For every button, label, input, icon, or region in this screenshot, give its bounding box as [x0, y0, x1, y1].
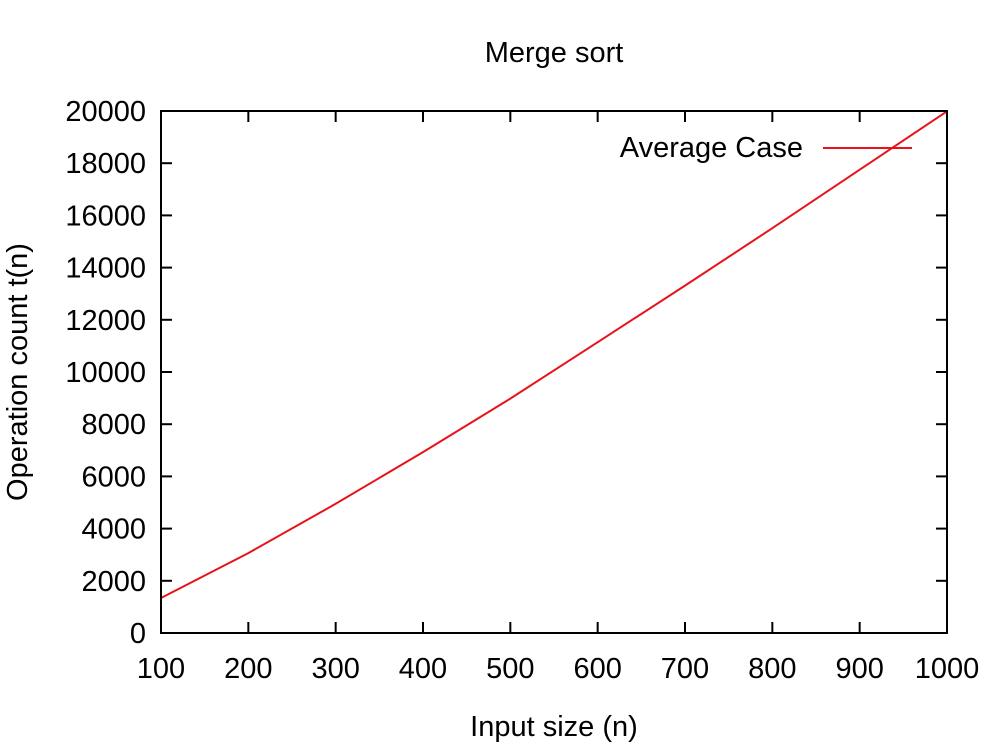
- y-tick-label: 2000: [81, 566, 146, 598]
- y-tick-label: 0: [130, 618, 146, 650]
- x-tick-label: 100: [137, 653, 185, 685]
- plot-frame: [160, 110, 948, 634]
- series-line-average-case: [160, 110, 948, 599]
- y-tick-label: 16000: [65, 200, 146, 232]
- x-tick-label: 600: [573, 653, 621, 685]
- x-tick-label: 700: [661, 653, 709, 685]
- x-tick-label: 200: [224, 653, 272, 685]
- y-tick-label: 18000: [65, 148, 146, 180]
- y-tick-label: 20000: [65, 96, 146, 128]
- x-tick-label: 900: [835, 653, 883, 685]
- y-tick-label: 6000: [81, 461, 146, 493]
- x-tick-label: 400: [399, 653, 447, 685]
- x-tick-label: 300: [311, 653, 359, 685]
- y-tick-label: 8000: [81, 409, 146, 441]
- y-tick-label: 14000: [65, 253, 146, 285]
- x-axis-label: Input size (n): [470, 711, 638, 743]
- legend: Average Case: [620, 132, 912, 164]
- x-tick-label: 1000: [915, 653, 980, 685]
- y-tick-label: 4000: [81, 514, 146, 546]
- legend-label: Average Case: [620, 132, 803, 164]
- x-tick-label: 800: [748, 653, 796, 685]
- series-layer: [160, 110, 948, 599]
- axis-ticks: 100 200 300 400 500 600 700 800 900 1000020004000…: [65, 96, 979, 685]
- y-tick-label: 12000: [65, 305, 146, 337]
- x-tick-label: 500: [486, 653, 534, 685]
- y-axis-label: Operation count t(n): [2, 243, 34, 501]
- y-tick-label: 10000: [65, 357, 146, 389]
- chart-title: Merge sort: [485, 37, 624, 69]
